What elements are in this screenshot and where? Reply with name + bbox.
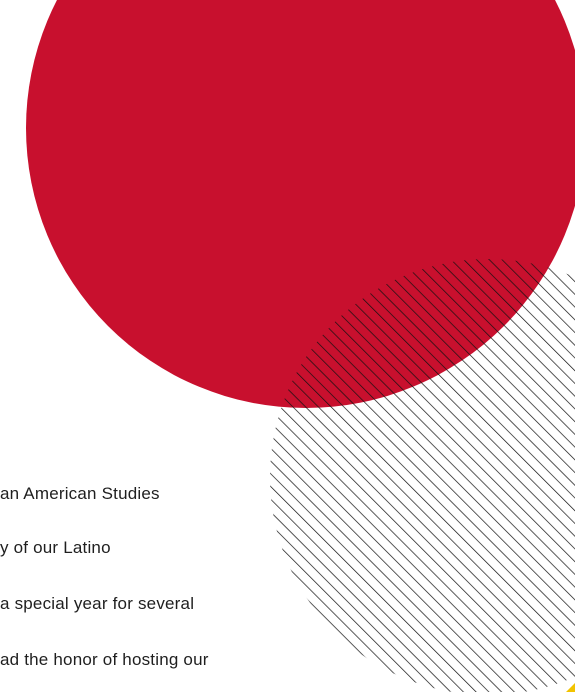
body-line-1: an American Studies	[0, 484, 160, 503]
yellow-corner-mark	[566, 683, 575, 692]
body-line-4: ad the honor of hosting our	[0, 650, 209, 669]
body-line-2: y of our Latino	[0, 538, 111, 557]
body-line-3: a special year for several	[0, 594, 195, 613]
